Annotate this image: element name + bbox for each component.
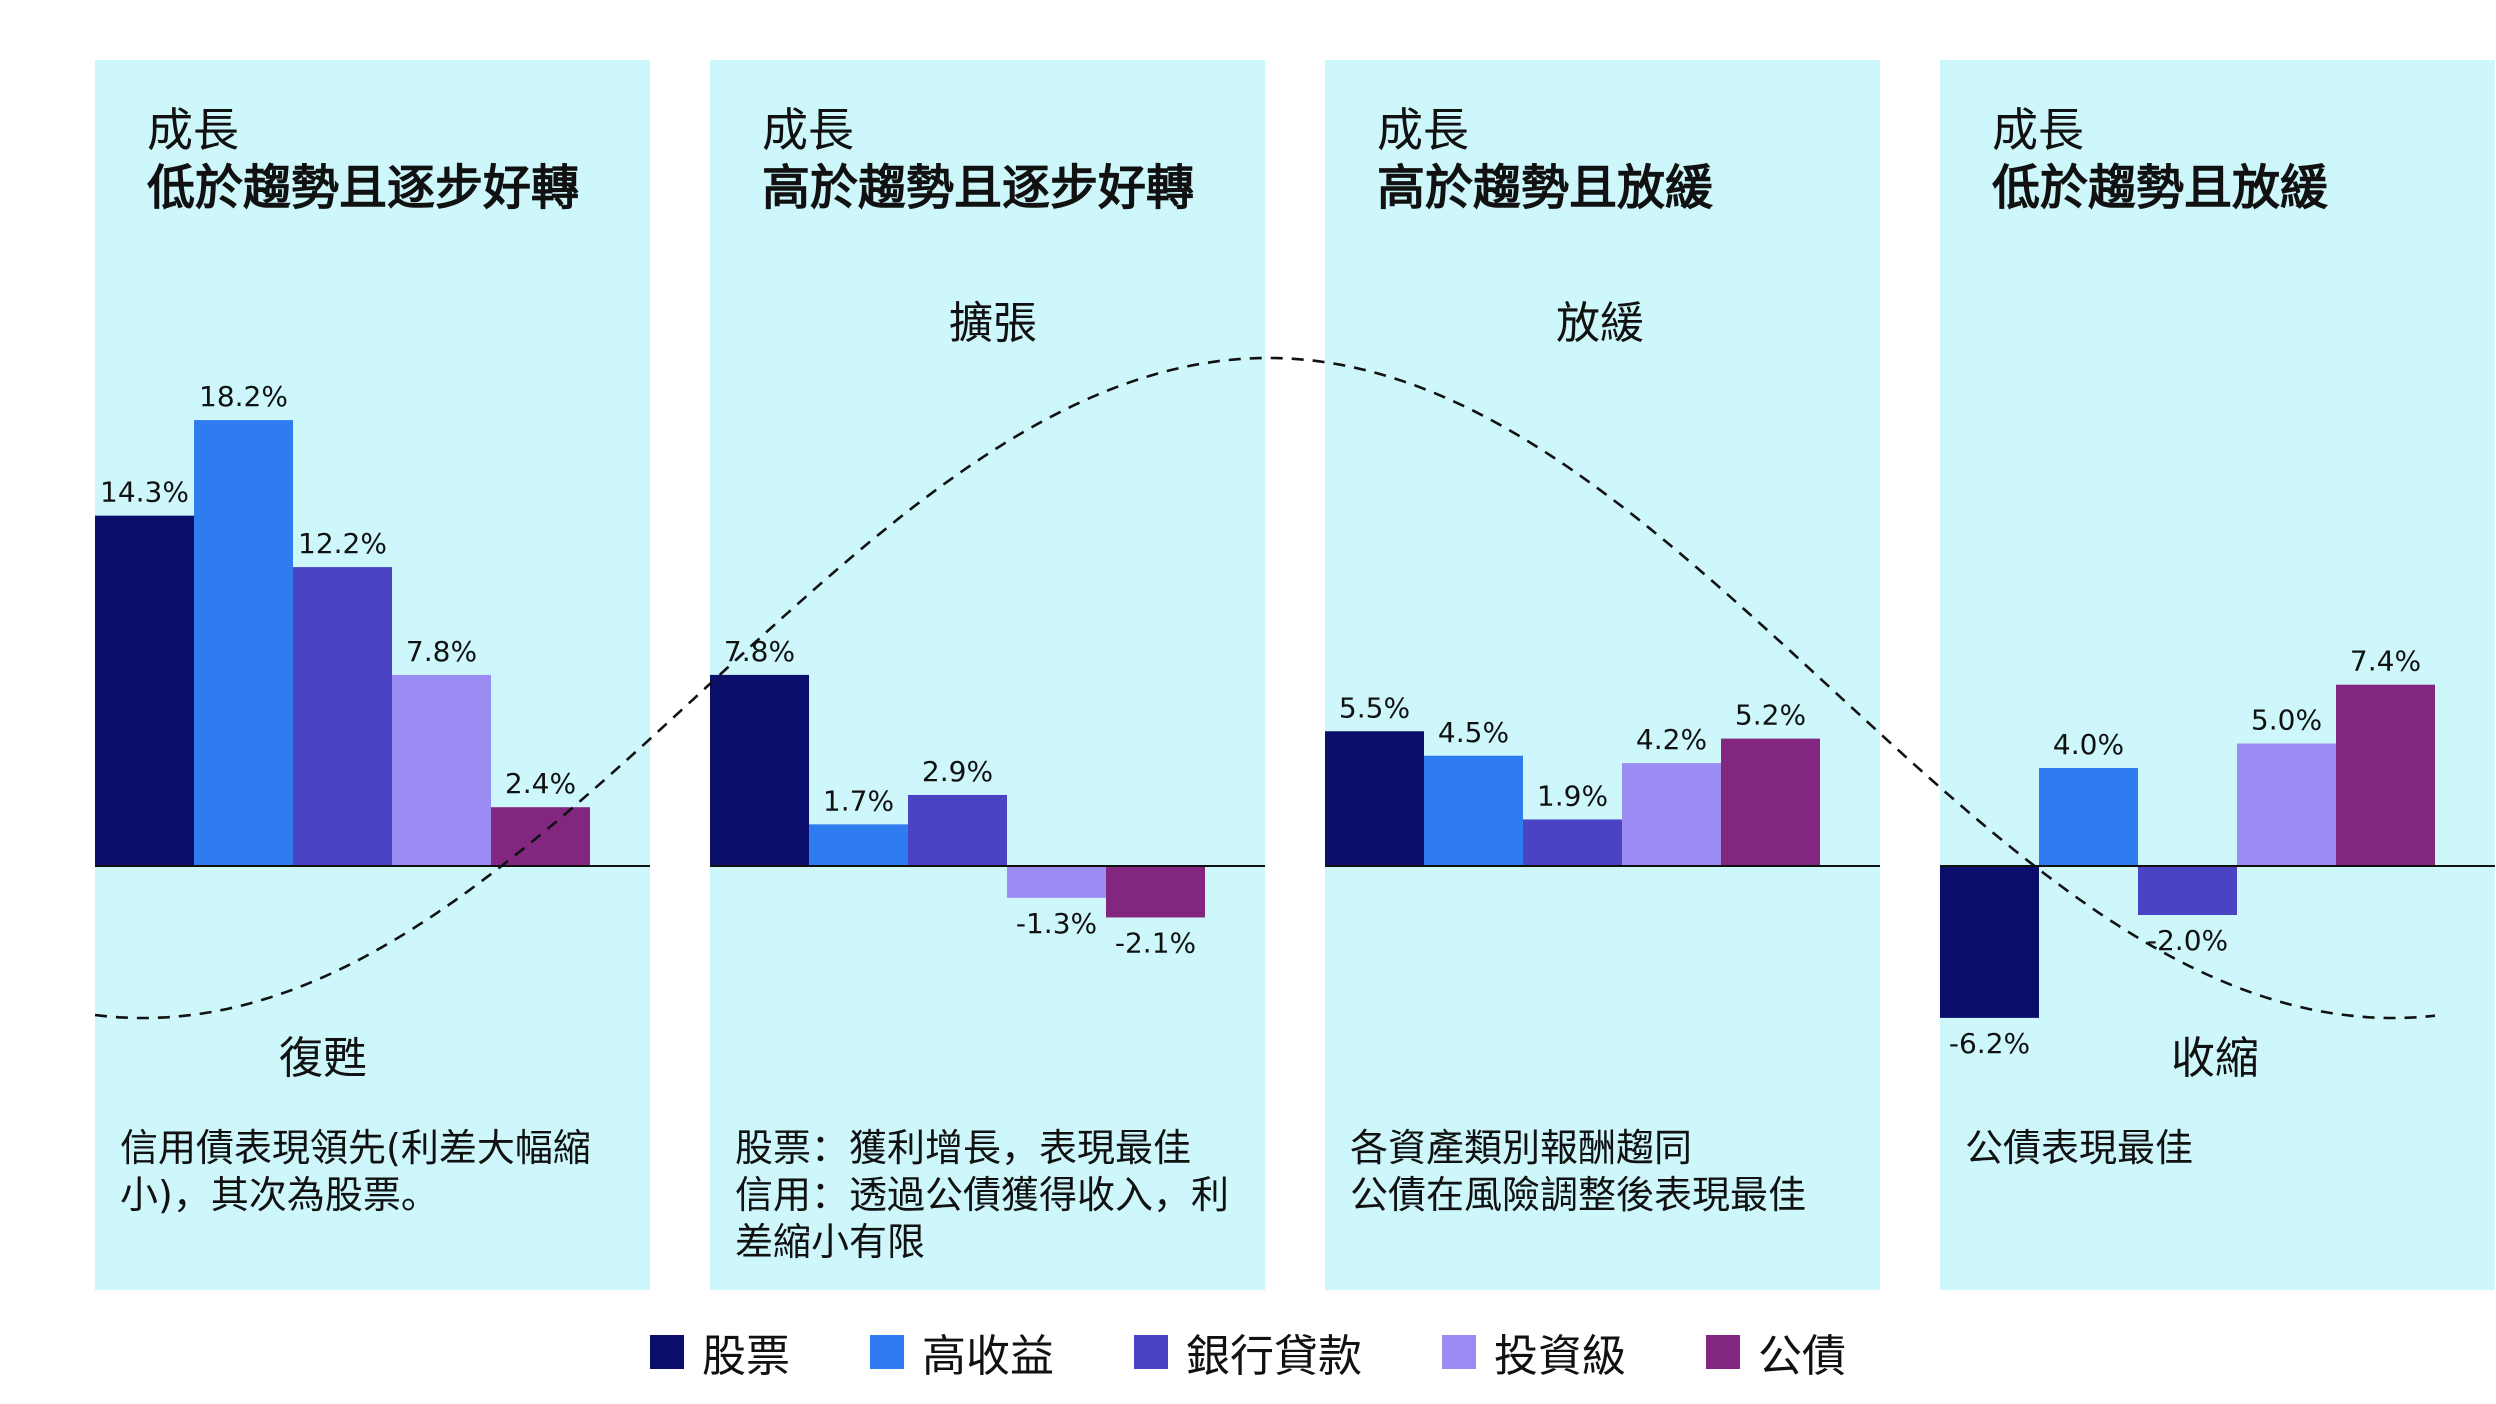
business-cycle-curve: [94, 356, 2436, 1020]
data-label-panel-2-high-yield: 1.7%: [823, 784, 894, 817]
data-label-panel-3-investment-grade: 4.2%: [1636, 723, 1707, 756]
panel-2-description-line-3: 差縮小有限: [735, 1220, 925, 1264]
panel-3-background: [1325, 60, 1880, 1290]
legend-item-treasuries: 公債: [1706, 1320, 1846, 1384]
data-label-panel-3-stocks: 5.5%: [1339, 691, 1410, 724]
data-label-panel-2-treasuries: -2.1%: [1115, 926, 1196, 959]
panel-2-title-line2: 高於趨勢且逐步好轉: [762, 160, 1194, 216]
data-label-panel-1-stocks: 14.3%: [100, 476, 189, 509]
bar-panel-2-investment-grade: [1007, 866, 1106, 898]
panel-4-title-line2: 低於趨勢且放緩: [1992, 160, 2329, 216]
panel-4-background: [1940, 60, 2495, 1290]
legend-item-bank-loans: 銀行貸款: [1134, 1320, 1362, 1384]
data-label-panel-4-investment-grade: 5.0%: [2251, 704, 2322, 737]
panel-4-phase-label: 收縮: [2171, 1033, 2259, 1084]
bar-panel-1-investment-grade: [392, 674, 491, 866]
panel-3-title-line1: 成長: [1377, 103, 1469, 157]
legend-swatch-treasuries: [1706, 1335, 1740, 1369]
panel-4-description-line-1: 公債表現最佳: [1965, 1126, 2193, 1170]
data-label-panel-4-stocks: -6.2%: [1949, 1027, 2030, 1060]
data-label-panel-2-bank-loans: 2.9%: [922, 755, 993, 788]
legend-label-bank-loans: 銀行貸款: [1186, 1331, 1362, 1382]
legend-swatch-bank-loans: [1134, 1335, 1168, 1369]
data-label-panel-4-high-yield: 4.0%: [2053, 728, 2124, 761]
legend-item-high-yield: 高收益: [870, 1320, 1054, 1384]
bar-panel-3-stocks: [1325, 731, 1424, 866]
data-label-panel-3-treasuries: 5.2%: [1735, 699, 1806, 732]
data-label-panel-1-treasuries: 2.4%: [505, 767, 576, 800]
legend-label-stocks: 股票: [702, 1331, 790, 1382]
bar-panel-3-high-yield: [1424, 755, 1523, 866]
bar-panel-3-treasuries: [1721, 738, 1820, 866]
legend-swatch-investment-grade: [1442, 1335, 1476, 1369]
data-label-panel-4-bank-loans: -2.0%: [2147, 924, 2228, 957]
bar-panel-1-stocks: [95, 515, 194, 866]
data-label-panel-3-high-yield: 4.5%: [1438, 716, 1509, 749]
bar-panel-4-high-yield: [2039, 768, 2138, 866]
bar-panel-3-bank-loans: [1523, 819, 1622, 866]
panel-3-description-line-1: 各資產類別報酬趨同: [1350, 1126, 1692, 1170]
panel-3-title-line2: 高於趨勢且放緩: [1377, 160, 1714, 216]
data-label-panel-1-bank-loans: 12.2%: [298, 527, 387, 560]
legend-item-investment-grade: 投資級: [1442, 1320, 1626, 1384]
data-label-panel-3-bank-loans: 1.9%: [1537, 779, 1608, 812]
bar-panel-3-investment-grade: [1622, 763, 1721, 866]
panel-3-phase-label: 放緩: [1556, 298, 1644, 349]
legend-label-high-yield: 高收益: [922, 1331, 1054, 1382]
data-label-panel-1-investment-grade: 7.8%: [406, 635, 477, 668]
bar-panel-1-high-yield: [194, 420, 293, 866]
bar-panel-2-stocks: [710, 674, 809, 866]
bar-panel-2-treasuries: [1106, 866, 1205, 918]
panel-2-description-line-1: 股票：獲利增長，表現最佳: [735, 1126, 1191, 1170]
bar-panel-2-bank-loans: [908, 794, 1007, 866]
panel-1-description-line-2: 小)，其次為股票。: [120, 1173, 439, 1217]
bar-panel-4-treasuries: [2336, 684, 2435, 866]
data-label-panel-1-high-yield: 18.2%: [199, 380, 288, 413]
legend: 股票 高收益 銀行貸款 投資級 公債: [0, 1320, 2496, 1384]
bar-panel-4-investment-grade: [2237, 743, 2336, 866]
data-label-panel-4-treasuries: 7.4%: [2350, 645, 2421, 678]
legend-label-investment-grade: 投資級: [1494, 1331, 1626, 1382]
panel-1-description-line-1: 信用債表現領先(利差大幅縮: [120, 1126, 591, 1170]
panel-1-title-line2: 低於趨勢且逐步好轉: [147, 160, 579, 216]
legend-swatch-stocks: [650, 1335, 684, 1369]
data-label-panel-2-investment-grade: -1.3%: [1016, 907, 1097, 940]
legend-item-stocks: 股票: [650, 1320, 790, 1384]
panel-2-title-line1: 成長: [762, 103, 854, 157]
panel-2-description-line-2: 信用：透過公債獲得收入，利: [735, 1173, 1229, 1217]
panel-1-phase-label: 復甦: [279, 1033, 367, 1084]
panel-2-phase-label: 擴張: [949, 298, 1037, 349]
bar-panel-2-high-yield: [809, 824, 908, 866]
bar-panel-1-treasuries: [491, 807, 590, 866]
bar-panel-1-bank-loans: [293, 567, 392, 866]
panel-1-title-line1: 成長: [147, 103, 239, 157]
panel-4-title-line1: 成長: [1992, 103, 2084, 157]
bar-panel-4-bank-loans: [2138, 866, 2237, 915]
bar-panel-4-stocks: [1940, 866, 2039, 1018]
legend-swatch-high-yield: [870, 1335, 904, 1369]
data-label-panel-2-stocks: 7.8%: [724, 635, 795, 668]
legend-label-treasuries: 公債: [1758, 1331, 1846, 1382]
panel-3-description-line-2: 公債在風險調整後表現最佳: [1350, 1173, 1806, 1217]
